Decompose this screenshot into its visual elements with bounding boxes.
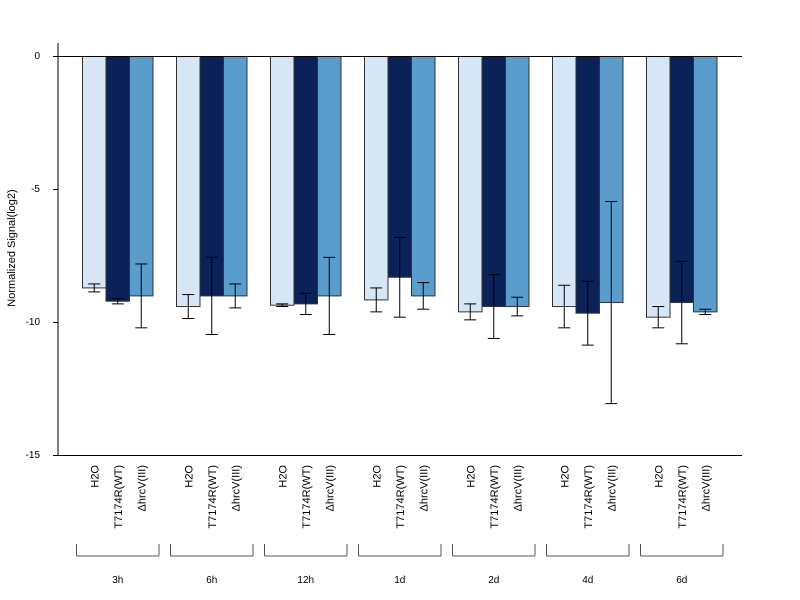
bar-6h-1 [176, 56, 201, 308]
category-label: H2O [465, 465, 477, 488]
category-label: H2O [277, 465, 289, 488]
category-label: H2O [559, 465, 571, 488]
bar-6d-1 [646, 56, 671, 318]
error-bar [417, 282, 430, 310]
category-label: ΔhrcV(III) [230, 465, 242, 511]
labels-layer: H2O T7174R(WT) ΔhrcV(III) 3h H2O T7174R(WT) Δh… [76, 465, 724, 586]
y-tick-label: -5 [31, 184, 40, 195]
error-bar [370, 287, 383, 313]
category-label: T7174R(WT) [301, 465, 313, 529]
bar-12h-1 [270, 56, 295, 306]
error-bar [605, 200, 618, 405]
error-bar [652, 306, 665, 329]
error-bar [205, 256, 218, 335]
error-bar [699, 308, 712, 316]
bar-2d-3 [505, 56, 530, 308]
bar-12h-2 [293, 56, 318, 305]
category-label: ΔhrcV(III) [512, 465, 524, 511]
y-tick-label: -10 [26, 317, 41, 328]
group-label: 1d [394, 575, 405, 586]
category-label: H2O [89, 465, 101, 488]
category-label: H2O [653, 465, 665, 488]
category-label: T7174R(WT) [677, 465, 689, 529]
bar-4d-1 [552, 56, 577, 308]
category-label: T7174R(WT) [395, 465, 407, 529]
error-bar [299, 292, 312, 316]
group-label: 6d [676, 575, 687, 586]
error-bars-layer [88, 200, 712, 405]
group-label: 6h [206, 575, 217, 586]
error-bar [511, 296, 524, 317]
group-label: 4d [582, 575, 593, 586]
category-label: ΔhrcV(III) [418, 465, 430, 511]
category-label: T7174R(WT) [489, 465, 501, 529]
error-bar [581, 280, 594, 346]
bar-6d-3 [693, 56, 718, 313]
group-label: 12h [297, 575, 314, 586]
bar-2d-1 [458, 56, 483, 313]
error-bar [464, 303, 477, 321]
group-bracket [546, 544, 630, 557]
bar-1d-3 [411, 56, 436, 297]
error-bar [393, 236, 406, 318]
bar-4d-2 [575, 56, 600, 314]
axes-layer: 0 -5 -10 -15 [26, 43, 742, 461]
error-bar [135, 263, 148, 329]
error-bar [558, 284, 571, 329]
error-bar [111, 298, 124, 305]
y-tick-label: 0 [34, 51, 40, 62]
group-bracket [76, 544, 160, 557]
bar-1d-1 [364, 56, 389, 301]
error-bar [323, 256, 336, 335]
group-bracket [452, 544, 536, 557]
category-label: H2O [371, 465, 383, 488]
error-bar [487, 274, 500, 339]
group-bracket [640, 544, 724, 557]
category-label: T7174R(WT) [113, 465, 125, 529]
error-bar [182, 294, 195, 320]
group-bracket [264, 544, 348, 557]
category-label: ΔhrcV(III) [606, 465, 618, 511]
bar-2d-2 [481, 56, 506, 308]
error-bar [229, 283, 242, 309]
category-label: ΔhrcV(III) [324, 465, 336, 511]
group-label: 2d [488, 575, 499, 586]
bar-3h-3 [129, 56, 154, 297]
error-bar [88, 283, 101, 293]
category-label: T7174R(WT) [207, 465, 219, 529]
category-label: H2O [183, 465, 195, 488]
error-bar [276, 303, 289, 308]
y-tick-label: -15 [26, 450, 41, 461]
bar-3h-2 [105, 56, 130, 302]
error-bar [675, 260, 688, 345]
bars-layer [82, 56, 718, 318]
group-label: 3h [112, 575, 123, 586]
y-axis-title: Normalized Signal(log2) [6, 189, 18, 306]
bar-6h-3 [223, 56, 248, 297]
group-bracket [358, 544, 442, 557]
group-bracket [170, 544, 254, 557]
category-label: ΔhrcV(III) [700, 465, 712, 511]
category-label: ΔhrcV(III) [136, 465, 148, 511]
category-label: T7174R(WT) [583, 465, 595, 529]
bar-3h-1 [82, 56, 107, 289]
